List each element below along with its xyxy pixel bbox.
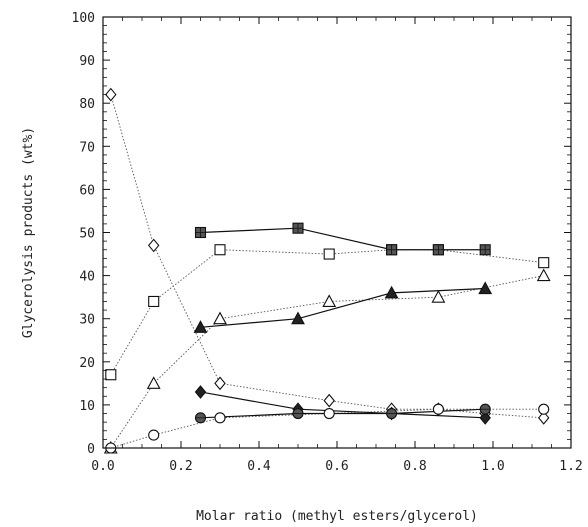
triangle-filled-series-line	[200, 287, 486, 328]
triangle-open-marker	[431, 290, 446, 303]
diamond-open-marker	[323, 393, 335, 408]
y-axis-title: Glycerolysis products (wt%)	[21, 127, 36, 338]
square-open-marker	[538, 257, 550, 269]
triangle-open-marker	[322, 294, 337, 308]
square-open-series-line	[110, 249, 544, 375]
x-tick-label: 0.6	[325, 459, 348, 474]
x-tick-label: 0.2	[169, 459, 192, 474]
y-tick-label: 100	[72, 11, 95, 26]
y-tick-label: 20	[79, 356, 95, 371]
diamond-open-marker	[214, 376, 226, 391]
y-tick-labels: 0 10 20 30 40 50 60 70 80 90 100	[72, 11, 95, 457]
series-lines	[110, 94, 544, 449]
triangle-open-marker	[213, 311, 227, 325]
y-tick-label: 40	[79, 270, 95, 285]
plot-frame	[102, 16, 572, 449]
triangle-open-series-line	[110, 275, 544, 449]
y-tick-label: 10	[79, 399, 95, 414]
circle-open-series-line	[110, 408, 544, 449]
x-tick-label: 1.2	[559, 459, 582, 474]
circle-open-marker	[214, 412, 226, 424]
x-tick-label: 1.0	[481, 459, 504, 474]
triangle-filled-marker	[193, 320, 208, 333]
diamond-open-marker	[147, 238, 160, 253]
square-open-marker	[214, 244, 226, 256]
y-tick-label: 80	[79, 97, 95, 112]
diamond-filled-marker	[479, 410, 491, 425]
x-tick-label: 0.4	[247, 459, 271, 474]
square-open-marker	[323, 248, 335, 260]
square-open-marker	[105, 369, 117, 381]
triangle-open-marker	[146, 376, 161, 389]
diamond-open-series-line	[110, 94, 544, 419]
triangle-filled-marker	[478, 281, 493, 295]
triangle-open-marker	[536, 268, 551, 282]
square-open-marker	[148, 295, 160, 308]
y-tick-label: 0	[87, 442, 95, 457]
y-tick-label: 70	[79, 140, 95, 155]
series-markers	[103, 87, 551, 454]
x-tick-label: 0.0	[91, 459, 114, 474]
y-tick-label: 60	[79, 183, 95, 198]
y-tick-label: 90	[79, 54, 95, 69]
circle-open-marker	[323, 407, 335, 420]
y-tick-label: 30	[79, 313, 95, 328]
y-tick-label: 50	[79, 227, 95, 242]
diamond-filled-marker	[194, 385, 207, 399]
axis-ticks	[102, 16, 572, 449]
diamond-open-marker	[105, 87, 117, 102]
circle-open-marker	[538, 403, 550, 415]
circle-open-marker	[432, 403, 444, 415]
x-tick-labels: 0.0 0.2 0.4 0.6 0.8 1.0 1.2	[91, 459, 582, 474]
x-tick-label: 0.8	[403, 459, 426, 474]
triangle-filled-marker	[384, 285, 399, 299]
diamond-open-marker	[537, 410, 550, 425]
circle-open-marker	[148, 429, 160, 441]
triangle-filled-marker	[291, 311, 305, 325]
x-axis-title: Molar ratio (methyl esters/glycerol)	[196, 509, 478, 524]
